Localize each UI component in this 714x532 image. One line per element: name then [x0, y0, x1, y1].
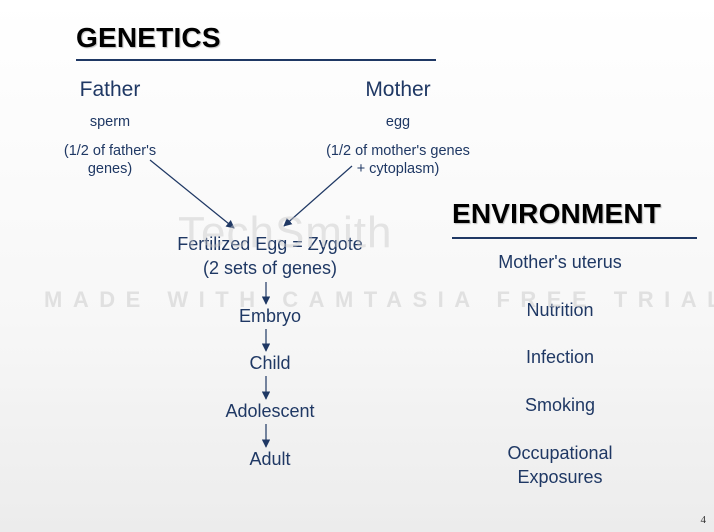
slide-number: 4 — [700, 514, 707, 526]
father-genes-line1: (1/2 of father's — [63, 143, 157, 159]
mother-genes-line1: (1/2 of mother's genes — [326, 143, 470, 159]
zygote-line2: (2 sets of genes) — [202, 258, 338, 278]
stage-adolescent: Adolescent — [225, 401, 315, 421]
father-label: Father — [79, 78, 141, 101]
genetics-title: GENETICS — [76, 22, 221, 53]
env-item-infection: Infection — [525, 347, 595, 367]
stage-adult: Adult — [249, 449, 291, 469]
mother-label: Mother — [365, 78, 431, 101]
genetics-underline — [76, 59, 436, 61]
env-item-occupational-line1: Occupational — [507, 443, 613, 463]
environment-underline — [452, 237, 697, 239]
mother-cell: egg — [385, 114, 411, 130]
env-item-occupational-line2: Exposures — [517, 467, 603, 487]
env-item-uterus: Mother's uterus — [498, 252, 622, 272]
watermark-brand: TechSmith — [178, 208, 393, 257]
arrow-mother-to-zygote — [283, 165, 353, 227]
mother-genes-line2: + cytoplasm) — [356, 161, 440, 177]
zygote-line1: Fertilized Egg = Zygote — [177, 234, 363, 254]
father-cell: sperm — [89, 114, 131, 130]
stage-child: Child — [249, 353, 291, 373]
watermark-banner: MADE WITH CAMTASIA FREE TRIAL — [44, 287, 714, 312]
env-item-nutrition: Nutrition — [526, 300, 594, 320]
stage-embryo: Embryo — [238, 306, 301, 326]
environment-title: ENVIRONMENT — [452, 198, 662, 229]
env-item-smoking: Smoking — [524, 395, 596, 415]
arrow-father-to-zygote — [149, 159, 235, 229]
father-genes-line2: genes) — [87, 161, 133, 177]
